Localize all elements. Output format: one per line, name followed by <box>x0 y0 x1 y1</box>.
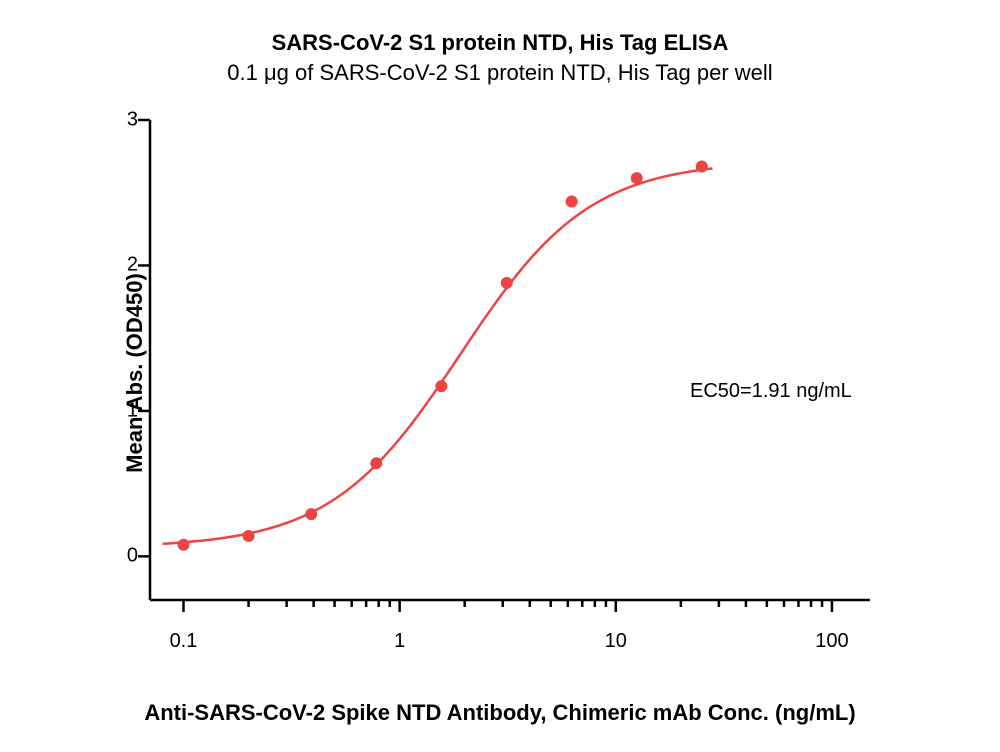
ec50-annotation: EC50=1.91 ng/mL <box>690 380 852 403</box>
x-tick-label: 10 <box>605 630 627 653</box>
x-tick-label: 100 <box>815 630 848 653</box>
y-tick-label: 3 <box>127 109 138 132</box>
x-axis-label: Anti-SARS-CoV-2 Spike NTD Antibody, Chim… <box>0 700 1000 726</box>
y-tick-label: 0 <box>127 545 138 568</box>
plot-svg <box>150 120 870 600</box>
x-tick-label: 1 <box>394 630 405 653</box>
x-tick-label: 0.1 <box>170 630 198 653</box>
title-block: SARS-CoV-2 S1 protein NTD, His Tag ELISA… <box>0 30 1000 86</box>
chart-title: SARS-CoV-2 S1 protein NTD, His Tag ELISA <box>0 30 1000 56</box>
y-tick-label: 2 <box>127 254 138 277</box>
chart-container: SARS-CoV-2 S1 protein NTD, His Tag ELISA… <box>0 0 1000 752</box>
y-axis-label: Mean Abs. (OD450) <box>122 273 148 473</box>
y-tick-label: 1 <box>127 399 138 422</box>
chart-subtitle: 0.1 μg of SARS-CoV-2 S1 protein NTD, His… <box>0 60 1000 86</box>
